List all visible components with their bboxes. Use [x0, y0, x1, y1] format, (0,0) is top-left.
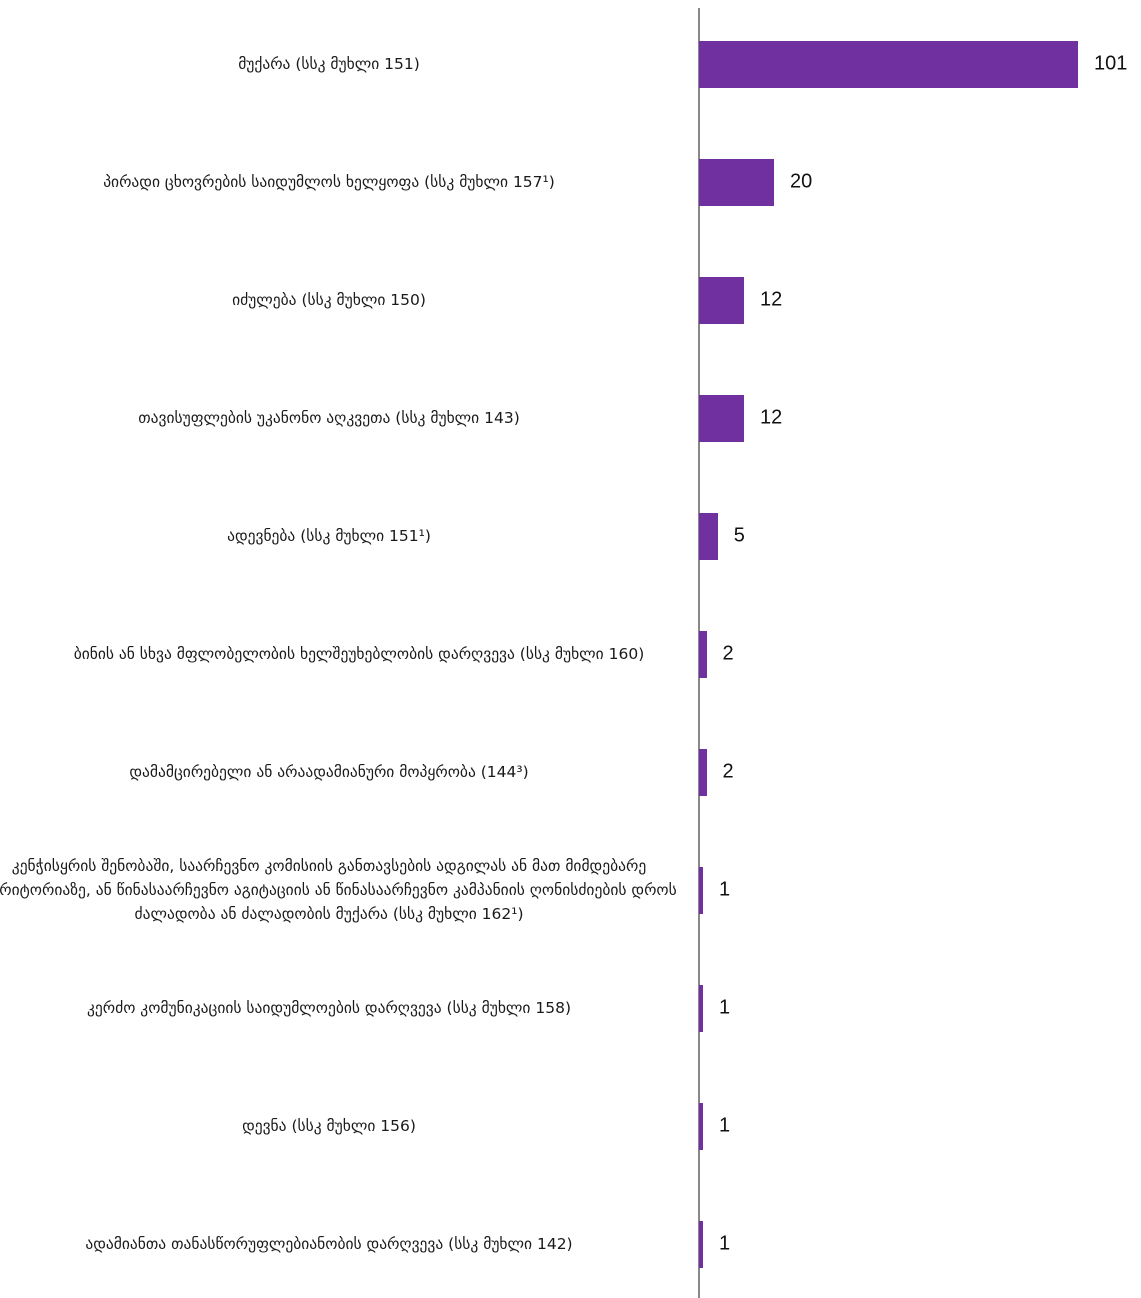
category-label: ბინის ან სხვა მფლობელობის ხელშეუხებლობის…	[73, 645, 645, 663]
category-label: იძულება (სსკ მუხლი 150)	[232, 291, 426, 309]
data-label: 1	[719, 1114, 731, 1137]
data-label: 101	[1094, 52, 1128, 75]
category-label: ადამიანთა თანასწორუფლებიანობის დარღვევა …	[85, 1235, 573, 1253]
data-label: 1	[719, 1232, 731, 1255]
category-label: პირადი ცხოვრების საიდუმლოს ხელყოფა (სსკ …	[103, 173, 555, 191]
category-label: თავისუფლების უკანონო აღკვეთა (სსკ მუხლი …	[138, 409, 520, 427]
bar	[699, 748, 707, 796]
category-label: ადევნება (სსკ მუხლი 151¹)	[227, 527, 431, 545]
data-label: 5	[733, 524, 745, 547]
category-label: დამამცირებელი ან არაადამიანური მოპყრობა …	[129, 763, 529, 781]
category-label: დევნა (სსკ მუხლი 156)	[242, 1117, 416, 1135]
bar	[699, 1102, 703, 1150]
data-label: 20	[790, 170, 813, 193]
data-label: 2	[722, 642, 734, 665]
category-label: კენჭისყრის შენობაში, საარჩევნო კომისიის …	[0, 857, 677, 923]
category-axis-line	[698, 8, 700, 1298]
data-label: 1	[719, 996, 731, 1019]
data-label: 2	[722, 760, 734, 783]
category-label: კერძო კომუნიკაციის საიდუმლოების დარღვევა…	[86, 999, 572, 1017]
data-label: 1	[719, 878, 731, 901]
data-label: 12	[760, 288, 783, 311]
bar	[699, 984, 703, 1032]
bar	[699, 158, 775, 206]
bar	[699, 394, 745, 442]
category-label: მუქარა (სსკ მუხლი 151)	[238, 55, 420, 73]
bar	[699, 866, 703, 914]
data-label: 12	[760, 406, 783, 429]
bar	[699, 630, 707, 678]
bar	[699, 276, 745, 324]
bar	[699, 1220, 703, 1268]
bar	[699, 512, 718, 560]
bar	[699, 40, 1078, 88]
